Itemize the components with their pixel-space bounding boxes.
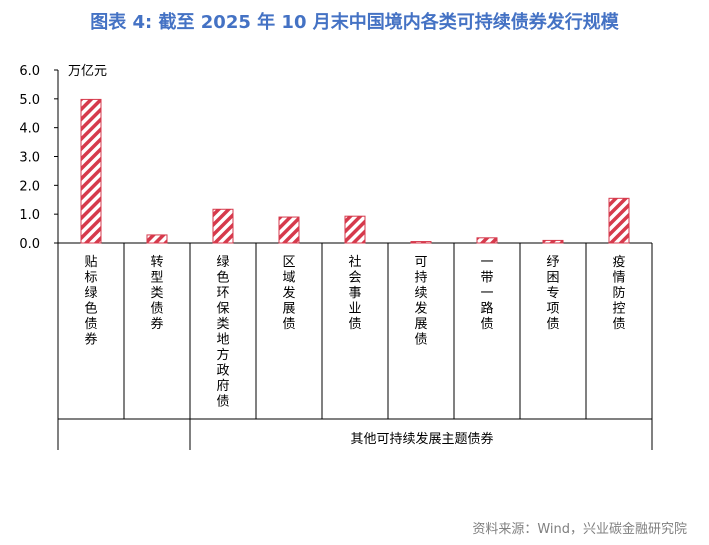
y-axis: 0.0 1.0 2.0 3.0 4.0 5.0 6.0 bbox=[19, 64, 652, 252]
x-tick-label: 可持续发展债 bbox=[414, 255, 427, 348]
bar bbox=[212, 208, 234, 244]
y-tick-label: 1.0 bbox=[19, 208, 40, 223]
group-label: 其他可持续发展主题债券 bbox=[350, 431, 493, 447]
category-dividers bbox=[57, 243, 653, 450]
bar bbox=[542, 239, 564, 244]
bar bbox=[146, 234, 168, 244]
y-axis-unit-label: 万亿元 bbox=[68, 64, 107, 79]
bar bbox=[278, 216, 300, 244]
y-tick-label: 2.0 bbox=[19, 179, 40, 194]
x-tick-label: 贴标绿色债券 bbox=[84, 255, 97, 348]
y-tick-label: 4.0 bbox=[19, 122, 40, 137]
x-tick-label: 社会事业债 bbox=[348, 254, 361, 332]
x-tick-label: 绿色环保类地方政府债 bbox=[216, 255, 229, 410]
y-tick-label: 5.0 bbox=[19, 93, 40, 108]
source-note: 资料来源：Wind，兴业碳金融研究院 bbox=[472, 522, 687, 537]
x-tick-label: 纾困专项债 bbox=[546, 255, 559, 332]
y-tick-label: 0.0 bbox=[19, 237, 40, 252]
bar bbox=[344, 215, 366, 244]
y-tick-label: 6.0 bbox=[19, 64, 40, 79]
x-tick-label: 疫情防控债 bbox=[612, 254, 625, 332]
x-tick-label: 区域发展债 bbox=[282, 255, 295, 332]
bar bbox=[80, 98, 102, 244]
bar bbox=[608, 197, 630, 244]
chart-title: 图表 4: 截至 2025 年 10 月末中国境内各类可持续债券发行规模 bbox=[90, 12, 619, 33]
bars bbox=[80, 98, 630, 244]
bar bbox=[410, 241, 432, 244]
x-tick-label: 转型类债券 bbox=[150, 255, 163, 332]
bar bbox=[476, 237, 498, 244]
y-tick-label: 3.0 bbox=[19, 151, 40, 166]
x-axis-labels: 贴标绿色债券 转型类债券 绿色环保类地方政府债 区域发展债 社会事业债 可持续发展债 一带一… bbox=[84, 254, 625, 410]
x-tick-label: 一带一路债 bbox=[480, 255, 493, 332]
